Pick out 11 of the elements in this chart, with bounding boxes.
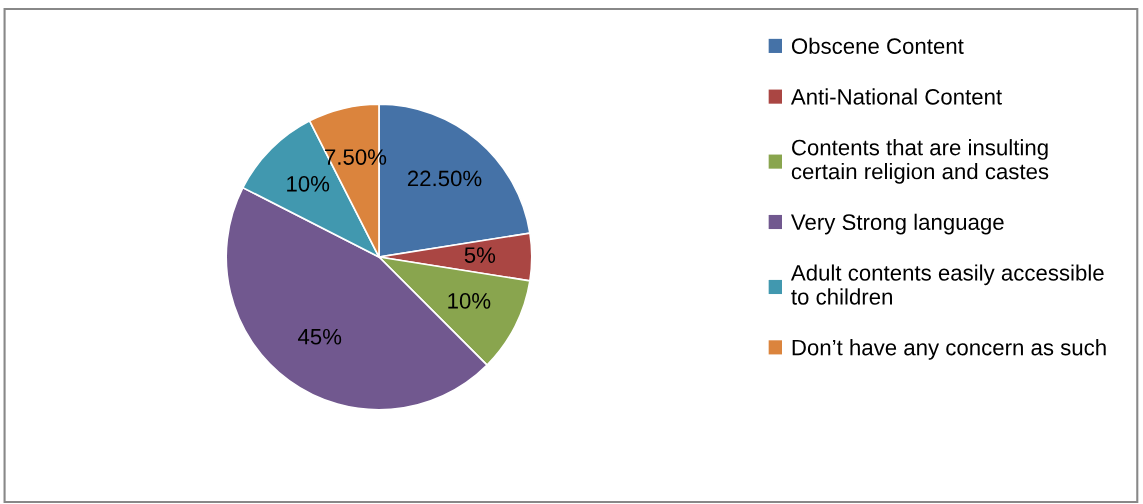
legend-label: Adult contents easily accessible to children [790, 264, 1104, 305]
legend-label: Obscene Content [791, 37, 964, 54]
legend-label: Don’t have any concern as such [792, 339, 1106, 360]
legend-label: Very Strong language [790, 213, 1004, 235]
data-label: 10% [287, 175, 330, 192]
legend-label: Contents that are insulting certain religion and castes [791, 139, 1049, 184]
legend-label: Anti-National Content [790, 88, 1002, 105]
data-label: 5% [464, 247, 496, 263]
data-label: 22.50% [407, 170, 482, 187]
data-label: 10% [448, 293, 491, 309]
data-label: 45% [298, 328, 342, 345]
